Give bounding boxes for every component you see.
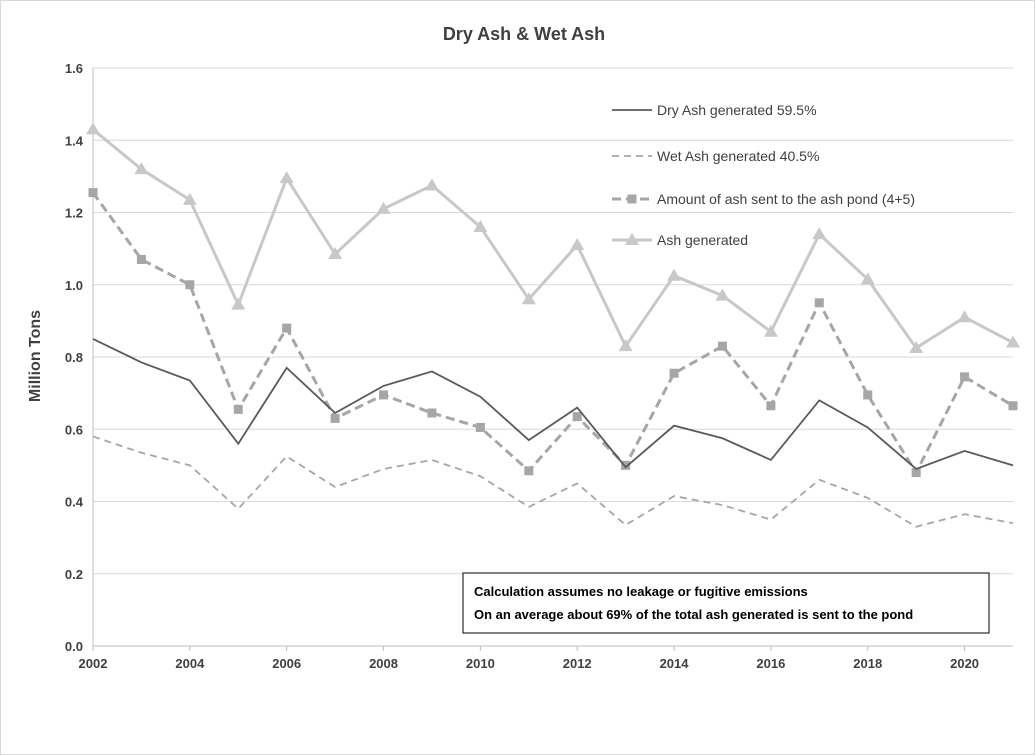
- legend: Dry Ash generated 59.5% Wet Ash generated…: [612, 102, 915, 248]
- data-point: [427, 408, 437, 418]
- data-point: [1008, 401, 1018, 411]
- x-tick-labels: 2002 2004 2006 2008 2010 2012 2014 2016 2018 2020: [79, 656, 980, 671]
- x-tick-label: 2006: [272, 656, 301, 671]
- y-tick-label: 1.2: [65, 206, 83, 221]
- data-point: [863, 390, 873, 400]
- data-point: [475, 422, 485, 432]
- y-tick-label: 1.0: [65, 278, 83, 293]
- data-point: [328, 247, 343, 260]
- legend-marker: [627, 194, 637, 204]
- data-point: [669, 368, 679, 378]
- legend-item-1: Wet Ash generated 40.5%: [612, 148, 819, 164]
- data-point: [376, 201, 391, 214]
- series-3: [86, 122, 1020, 353]
- data-point: [715, 288, 730, 301]
- x-tick-label: 2004: [175, 656, 205, 671]
- legend-item-2: Amount of ash sent to the ash pond (4+5): [612, 191, 915, 207]
- data-point: [88, 188, 98, 198]
- legend-item-3: Ash generated: [612, 232, 748, 248]
- annotation-border: [462, 572, 990, 634]
- data-point: [279, 171, 294, 184]
- data-point: [524, 466, 534, 476]
- data-point: [618, 339, 633, 352]
- data-point: [570, 238, 585, 251]
- x-tick-label: 2018: [853, 656, 882, 671]
- legend-item-0: Dry Ash generated 59.5%: [612, 102, 817, 118]
- y-tick-label: 1.6: [65, 61, 83, 76]
- series-0: [92, 338, 1014, 471]
- series-line-1: [92, 435, 1014, 528]
- chart-title: Dry Ash & Wet Ash: [443, 24, 605, 44]
- series-1: [92, 435, 1014, 528]
- y-tick-label: 0.2: [65, 567, 83, 582]
- legend-label: Ash generated: [657, 232, 748, 248]
- data-point: [231, 297, 246, 310]
- data-point: [330, 413, 340, 423]
- legend-label: Wet Ash generated 40.5%: [657, 148, 819, 164]
- data-point: [185, 280, 195, 290]
- data-point: [814, 298, 824, 308]
- y-tick-label: 0.0: [65, 639, 83, 654]
- data-point: [424, 178, 439, 191]
- x-tick-label: 2020: [950, 656, 979, 671]
- data-point: [134, 162, 149, 175]
- series-line-0: [92, 338, 1014, 471]
- data-point: [473, 219, 488, 232]
- data-point: [86, 122, 100, 135]
- series-line-2: [91, 191, 1014, 476]
- y-tick-label: 0.6: [65, 422, 83, 437]
- series-group: [86, 122, 1020, 528]
- data-point: [1006, 335, 1020, 348]
- legend-marker: [625, 233, 639, 245]
- x-tick-label: 2002: [79, 656, 108, 671]
- series-2: [88, 188, 1018, 478]
- data-point: [182, 192, 197, 205]
- y-tick-label: 0.8: [65, 350, 83, 365]
- data-point: [766, 401, 776, 411]
- data-point: [812, 227, 827, 240]
- y-tick-labels: 0.0 0.2 0.4 0.6 0.8 1.0 1.2 1.4 1.6: [65, 61, 84, 654]
- data-point: [572, 412, 582, 422]
- x-tick-label: 2016: [756, 656, 785, 671]
- data-point: [860, 272, 875, 285]
- y-tick-label: 1.4: [65, 133, 84, 148]
- gridlines: [92, 67, 1013, 651]
- annotation-box: Calculation assumes no leakage or fugiti…: [462, 572, 990, 634]
- data-point: [960, 372, 970, 382]
- legend-label: Dry Ash generated 59.5%: [657, 102, 817, 118]
- y-tick-label: 0.4: [65, 495, 84, 510]
- annotation-line-2: On an average about 69% of the total ash…: [474, 607, 913, 622]
- data-point: [763, 324, 778, 337]
- data-point: [521, 292, 536, 305]
- data-point: [911, 468, 921, 478]
- x-tick-label: 2008: [369, 656, 398, 671]
- data-point: [717, 341, 727, 351]
- x-tick-label: 2014: [660, 656, 690, 671]
- data-point: [379, 390, 389, 400]
- series-line-3: [92, 128, 1014, 351]
- x-tick-label: 2012: [563, 656, 592, 671]
- data-point: [667, 268, 682, 281]
- data-point: [233, 404, 243, 414]
- x-tick-label: 2010: [466, 656, 495, 671]
- y-axis-label: Million Tons: [27, 310, 44, 402]
- data-point: [621, 460, 631, 470]
- legend-label: Amount of ash sent to the ash pond (4+5): [657, 191, 915, 207]
- annotation-line-1: Calculation assumes no leakage or fugiti…: [474, 584, 808, 599]
- data-point: [282, 323, 292, 333]
- data-point: [909, 340, 924, 353]
- data-point: [136, 254, 146, 264]
- data-point: [957, 310, 972, 323]
